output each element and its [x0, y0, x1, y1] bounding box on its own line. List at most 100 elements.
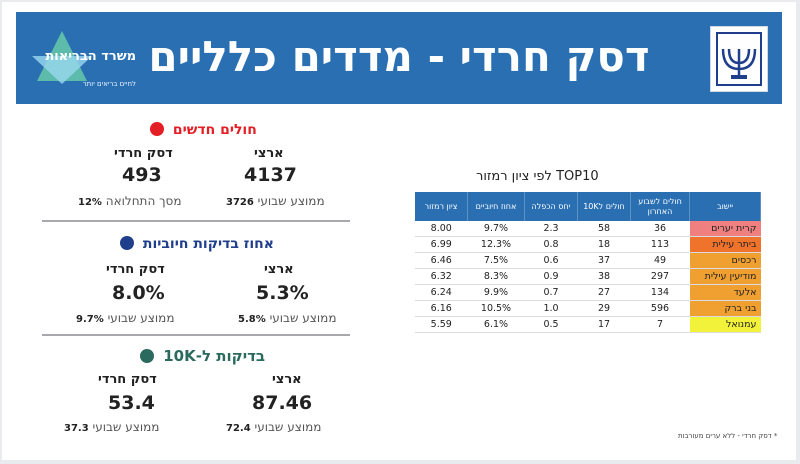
city-cell: רכסים [689, 252, 761, 269]
haredi-note-value: 9.7% [76, 314, 104, 325]
ratio-cell: 0.5 [524, 316, 578, 333]
national-label: ארצי [264, 262, 294, 277]
table-header-row: יישוב חולים לשבוע האחרון חולים ל10K יחס … [415, 192, 761, 221]
col-header-per10k[interactable]: חולים ל10K [577, 192, 631, 221]
haredi-value: 493 [122, 164, 162, 186]
ministry-logo: משרד הבריאות לחיים בריאים יותר [30, 20, 140, 98]
positive-cell: 9.7% [467, 221, 525, 237]
table-row: ביתר עילית 113 18 0.8 12.3% 6.99 [415, 236, 761, 253]
score-cell: 6.46 [415, 252, 468, 269]
footnote: * דסק חרדי - ללא ערים מעורבות [678, 432, 778, 440]
positive-cell: 10.5% [467, 300, 525, 317]
city-cell: בני ברק [689, 300, 761, 317]
national-note: ממוצע שבועי 5.8% [228, 311, 336, 325]
ministry-logo-text: משרד הבריאות [45, 49, 136, 64]
col-header-weekly[interactable]: חולים לשבוע האחרון [630, 192, 690, 221]
ratio-cell: 0.8 [524, 236, 578, 253]
national-note: ממוצע שבועי 3726 [216, 194, 325, 208]
slide: משרד הבריאות לחיים בריאים יותר דסק חרדי … [2, 2, 796, 460]
national-note: ממוצע שבועי 72.4 [216, 420, 321, 434]
city-cell: עמנואל [689, 316, 761, 333]
header-banner: משרד הבריאות לחיים בריאים יותר דסק חרדי … [16, 12, 782, 104]
tests-10k-heading: בדיקות ל-10K [140, 347, 265, 365]
weekly-cell: 113 [630, 236, 690, 253]
table-row: עמנואל 7 17 0.5 6.1% 5.59 [415, 316, 761, 333]
col-header-ratio[interactable]: יחס הכפלה [524, 192, 578, 221]
positive-cell: 9.9% [467, 284, 525, 301]
haredi-value: 8.0% [112, 282, 165, 304]
new-patients-heading: חולים חדשים [150, 122, 257, 138]
table-row: רכסים 49 37 0.6 7.5% 6.46 [415, 252, 761, 269]
menorah-icon [716, 32, 762, 86]
national-note-label: ממוצע שבועי [254, 420, 322, 434]
city-cell: ביתר עילית [689, 236, 761, 253]
haredi-label: דסק חרדי [114, 146, 173, 161]
test-tube-icon [120, 236, 134, 250]
national-value: 5.3% [256, 282, 309, 304]
ministry-logo-subtitle: לחיים בריאים יותר [82, 80, 136, 88]
weekly-cell: 49 [630, 252, 690, 269]
haredi-note: ממוצע שבועי 9.7% [66, 311, 174, 325]
section-divider [42, 334, 350, 336]
ratio-cell: 0.9 [524, 268, 578, 285]
table-row: בני ברק 596 29 1.0 10.5% 6.16 [415, 300, 761, 317]
new-patients-title: חולים חדשים [172, 122, 257, 138]
national-value: 4137 [244, 164, 297, 186]
score-cell: 6.16 [415, 300, 468, 317]
page-title: דסק חרדי - מדדים כלליים [148, 32, 650, 81]
tests-10k-title: בדיקות ל-10K [163, 347, 266, 365]
per10k-cell: 29 [577, 300, 631, 317]
weekly-cell: 596 [630, 300, 690, 317]
haredi-note: מסך התחלואה 12% [68, 194, 181, 208]
ministry-logo-icon [32, 31, 92, 84]
per10k-cell: 58 [577, 221, 631, 237]
positive-cell: 7.5% [467, 252, 525, 269]
top10-title: TOP10 לפי ציון רמזור [476, 169, 599, 184]
haredi-note-label: ממוצע שבועי [92, 420, 160, 434]
col-header-score[interactable]: ציון רמזור [415, 192, 468, 221]
national-note-value: 72.4 [226, 423, 251, 434]
haredi-note-label: מסך התחלואה [105, 194, 182, 208]
haredi-label: דסק חרדי [106, 262, 165, 277]
positive-tests-title: אחוז בדיקות חיוביות [142, 236, 274, 252]
top10-table: יישוב חולים לשבוע האחרון חולים ל10K יחס … [415, 192, 761, 333]
haredi-note-label: ממוצע שבועי [107, 311, 175, 325]
score-cell: 6.32 [415, 268, 468, 285]
weekly-cell: 36 [630, 221, 690, 237]
table-row: קרית יערים 36 58 2.3 9.7% 8.00 [415, 221, 761, 237]
positive-cell: 8.3% [467, 268, 525, 285]
national-note-label: ממוצע שבועי [257, 194, 325, 208]
national-label: ארצי [272, 372, 302, 387]
national-note-label: ממוצע שבועי [269, 311, 337, 325]
col-header-city[interactable]: יישוב [689, 192, 761, 221]
score-cell: 8.00 [415, 221, 468, 237]
national-value: 87.46 [252, 392, 313, 414]
positive-tests-heading: אחוז בדיקות חיוביות [120, 236, 274, 252]
ratio-cell: 2.3 [524, 221, 578, 237]
per10k-cell: 18 [577, 236, 631, 253]
lab-icon [140, 349, 154, 363]
col-header-positive[interactable]: אחוז חיוביים [467, 192, 525, 221]
score-cell: 6.24 [415, 284, 468, 301]
score-cell: 6.99 [415, 236, 468, 253]
national-note-value: 5.8% [238, 314, 266, 325]
city-cell: קרית יערים [689, 221, 761, 237]
haredi-note: ממוצע שבועי 37.3 [54, 420, 159, 434]
city-cell: מודיעין עילית [689, 268, 761, 285]
table-row: אלעד 134 27 0.7 9.9% 6.24 [415, 284, 761, 301]
positive-cell: 6.1% [467, 316, 525, 333]
per10k-cell: 37 [577, 252, 631, 269]
virus-icon [150, 122, 164, 136]
per10k-cell: 17 [577, 316, 631, 333]
haredi-note-value: 12% [78, 197, 102, 208]
weekly-cell: 297 [630, 268, 690, 285]
haredi-note-value: 37.3 [64, 423, 89, 434]
haredi-label: דסק חרדי [98, 372, 157, 387]
ratio-cell: 1.0 [524, 300, 578, 317]
per10k-cell: 27 [577, 284, 631, 301]
weekly-cell: 7 [630, 316, 690, 333]
score-cell: 5.59 [415, 316, 468, 333]
table-row: מודיעין עילית 297 38 0.9 8.3% 6.32 [415, 268, 761, 285]
haredi-value: 53.4 [108, 392, 155, 414]
city-cell: אלעד [689, 284, 761, 301]
